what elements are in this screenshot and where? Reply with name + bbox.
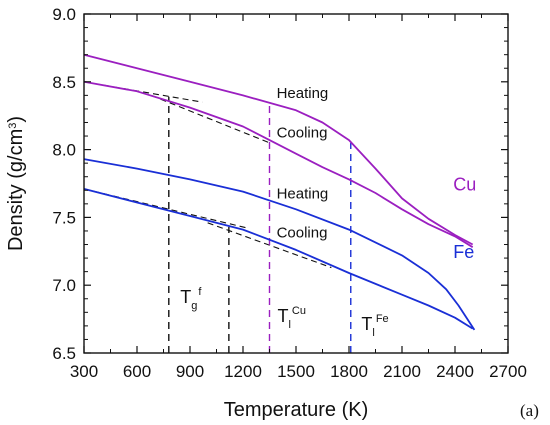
y-axis-title-superscript: 3 bbox=[7, 123, 19, 129]
tl_fe_label: TlFe bbox=[361, 313, 388, 339]
tg_label-superscript: f bbox=[198, 286, 202, 298]
x-tick-label: 900 bbox=[176, 362, 204, 381]
x-tick-label: 600 bbox=[123, 362, 151, 381]
y-tick-label: 7.5 bbox=[52, 208, 76, 227]
y-tick-label: 7.0 bbox=[52, 276, 76, 295]
series-fe_cooling bbox=[83, 188, 474, 330]
fe_heating_label: Heating bbox=[277, 185, 329, 202]
tg_label-main: T bbox=[180, 287, 191, 307]
x-tick-label: 2700 bbox=[489, 362, 527, 381]
cu_tag: Cu bbox=[453, 174, 476, 194]
plot-frame bbox=[83, 13, 509, 354]
cu_heating_label: Heating bbox=[277, 85, 329, 102]
tl_cu_label-subscript: l bbox=[288, 319, 290, 331]
tl_cu_label-superscript: Cu bbox=[292, 305, 306, 317]
tangent-fe_glass_tangent bbox=[83, 188, 249, 229]
tangent-cu_liquid_tangent bbox=[150, 94, 270, 144]
y-tick-label: 6.5 bbox=[52, 344, 76, 363]
y-tick-label: 9.0 bbox=[52, 5, 76, 24]
x-tick-label: 1200 bbox=[224, 362, 262, 381]
tl_fe_label-main: T bbox=[361, 314, 372, 334]
x-tick-label: 300 bbox=[70, 362, 98, 381]
x-tick-label: 2400 bbox=[436, 362, 474, 381]
series-fe_heating bbox=[83, 158, 476, 331]
x-tick-label: 1500 bbox=[277, 362, 315, 381]
chart-labels: HeatingCoolingHeatingCoolingCuFeTgfTlCuT… bbox=[180, 85, 476, 339]
y-tick-label: 8.5 bbox=[52, 73, 76, 92]
tg_label-subscript: g bbox=[191, 300, 197, 312]
fe_tag: Fe bbox=[453, 242, 474, 262]
series-cu_heating bbox=[83, 53, 474, 246]
axis-ticks: 300 600 900 1200 1500 1800 2100 2400 2700 6.5 7.0 7… bbox=[52, 5, 527, 381]
y-tick-label: 8.0 bbox=[52, 141, 76, 160]
cu_cooling_label: Cooling bbox=[277, 124, 328, 141]
tl_fe_label-superscript: Fe bbox=[376, 313, 389, 325]
y-axis-title-main: Density (g/cm bbox=[5, 129, 27, 251]
tl_fe_label-subscript: l bbox=[372, 327, 374, 339]
tl_cu_label: TlCu bbox=[277, 305, 306, 331]
x-tick-label: 2100 bbox=[383, 362, 421, 381]
y-axis-title: Density (g/cm3) bbox=[5, 116, 27, 251]
x-tick-label: 1800 bbox=[330, 362, 368, 381]
tl_cu_label-main: T bbox=[277, 306, 288, 326]
x-axis-title: Temperature (K) bbox=[224, 399, 369, 421]
fe_cooling_label: Cooling bbox=[277, 225, 328, 242]
series-cu_cooling bbox=[83, 80, 474, 248]
y-axis-title-close: ) bbox=[5, 116, 27, 123]
plot-marks bbox=[83, 53, 476, 353]
tg_label: Tgf bbox=[180, 286, 202, 312]
panel-label: (a) bbox=[520, 401, 539, 420]
